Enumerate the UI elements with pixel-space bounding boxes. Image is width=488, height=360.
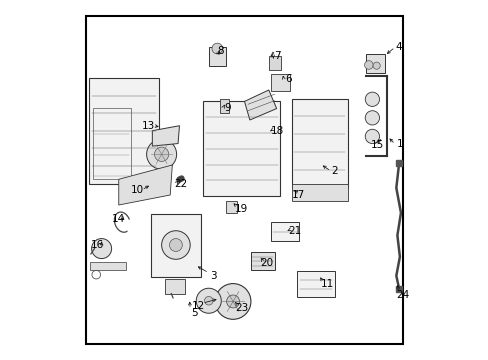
Bar: [208, 47, 225, 66]
Circle shape: [365, 92, 379, 107]
Bar: [271, 74, 289, 91]
Text: 2: 2: [330, 166, 337, 176]
Text: 7: 7: [273, 51, 280, 61]
Text: 8: 8: [217, 46, 223, 56]
Bar: [90, 262, 125, 270]
Text: 22: 22: [174, 179, 187, 189]
Text: 14: 14: [112, 213, 125, 224]
Text: 9: 9: [224, 103, 230, 113]
Polygon shape: [119, 165, 172, 205]
Circle shape: [215, 284, 250, 319]
Bar: [203, 102, 280, 196]
Text: 4: 4: [395, 42, 401, 52]
Bar: [291, 184, 347, 202]
Text: 6: 6: [284, 74, 291, 84]
Circle shape: [154, 147, 168, 161]
Bar: [220, 99, 229, 113]
Bar: [297, 271, 334, 297]
Circle shape: [365, 129, 379, 144]
Bar: [89, 78, 159, 184]
Text: 16: 16: [90, 240, 104, 250]
Text: 15: 15: [370, 140, 383, 150]
Bar: [151, 213, 201, 277]
Bar: [291, 99, 347, 188]
Bar: [225, 202, 237, 213]
Text: 21: 21: [288, 226, 301, 236]
Text: 3: 3: [209, 271, 216, 281]
Polygon shape: [152, 126, 179, 146]
Text: 13: 13: [142, 121, 155, 131]
Bar: [250, 252, 275, 270]
Bar: [165, 279, 184, 294]
Text: 17: 17: [291, 190, 305, 200]
Text: 10: 10: [130, 185, 143, 195]
Text: 12: 12: [191, 301, 204, 311]
Bar: [271, 222, 299, 242]
Circle shape: [365, 111, 379, 125]
Circle shape: [91, 239, 111, 258]
Text: 20: 20: [260, 258, 273, 268]
Circle shape: [364, 61, 372, 69]
Circle shape: [146, 139, 176, 169]
Circle shape: [204, 296, 213, 305]
Bar: [85, 17, 403, 343]
Bar: [365, 54, 384, 73]
Text: 11: 11: [320, 279, 333, 289]
Circle shape: [162, 231, 190, 259]
Circle shape: [196, 288, 221, 313]
Circle shape: [212, 43, 222, 54]
Text: 23: 23: [235, 303, 248, 313]
Text: 18: 18: [270, 126, 284, 136]
Text: 24: 24: [395, 290, 408, 300]
Circle shape: [372, 62, 380, 69]
Text: 5: 5: [191, 308, 198, 318]
Circle shape: [226, 295, 239, 308]
Circle shape: [169, 239, 182, 251]
Text: 1: 1: [396, 139, 403, 149]
Bar: [93, 108, 131, 179]
Bar: [268, 57, 281, 70]
Text: 19: 19: [235, 204, 248, 214]
Polygon shape: [244, 90, 276, 120]
